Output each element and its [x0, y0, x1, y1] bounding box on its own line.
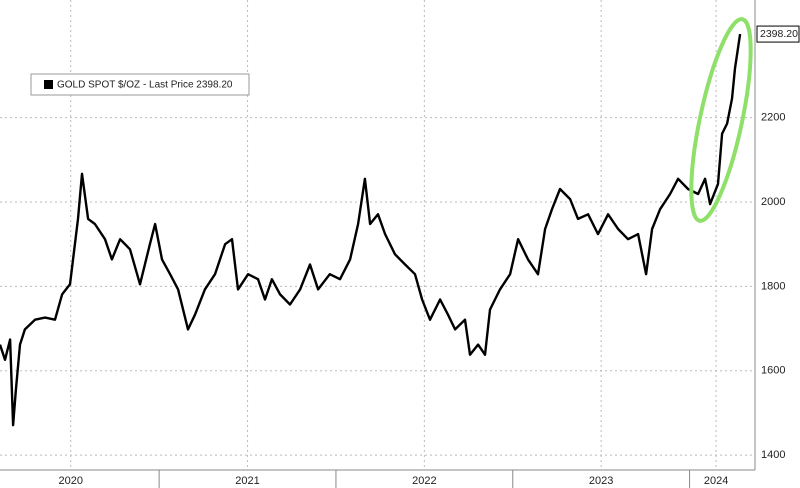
x-tick-label: 2024	[704, 475, 728, 487]
x-tick-label: 2020	[58, 475, 82, 487]
highlight-ellipse	[689, 17, 753, 223]
legend: GOLD SPOT $/OZ - Last Price 2398.20	[30, 73, 250, 96]
legend-label: GOLD SPOT $/OZ - Last Price 2398.20	[57, 80, 233, 91]
x-tick-label: 2021	[235, 475, 259, 487]
legend-swatch	[44, 80, 53, 89]
x-tick-label: 2023	[589, 475, 613, 487]
legend-box	[30, 73, 250, 96]
y-tick-label: 1400	[761, 449, 785, 461]
last-price-label: 2398.20	[760, 28, 798, 40]
y-tick-label: 2200	[761, 112, 785, 124]
y-tick-label: 1600	[761, 365, 785, 377]
price-line	[0, 33, 742, 427]
y-tick-label: 1800	[761, 280, 785, 292]
x-tick-label: 2022	[412, 475, 436, 487]
y-tick-label: 2000	[761, 196, 785, 208]
last-price-box	[756, 25, 800, 43]
